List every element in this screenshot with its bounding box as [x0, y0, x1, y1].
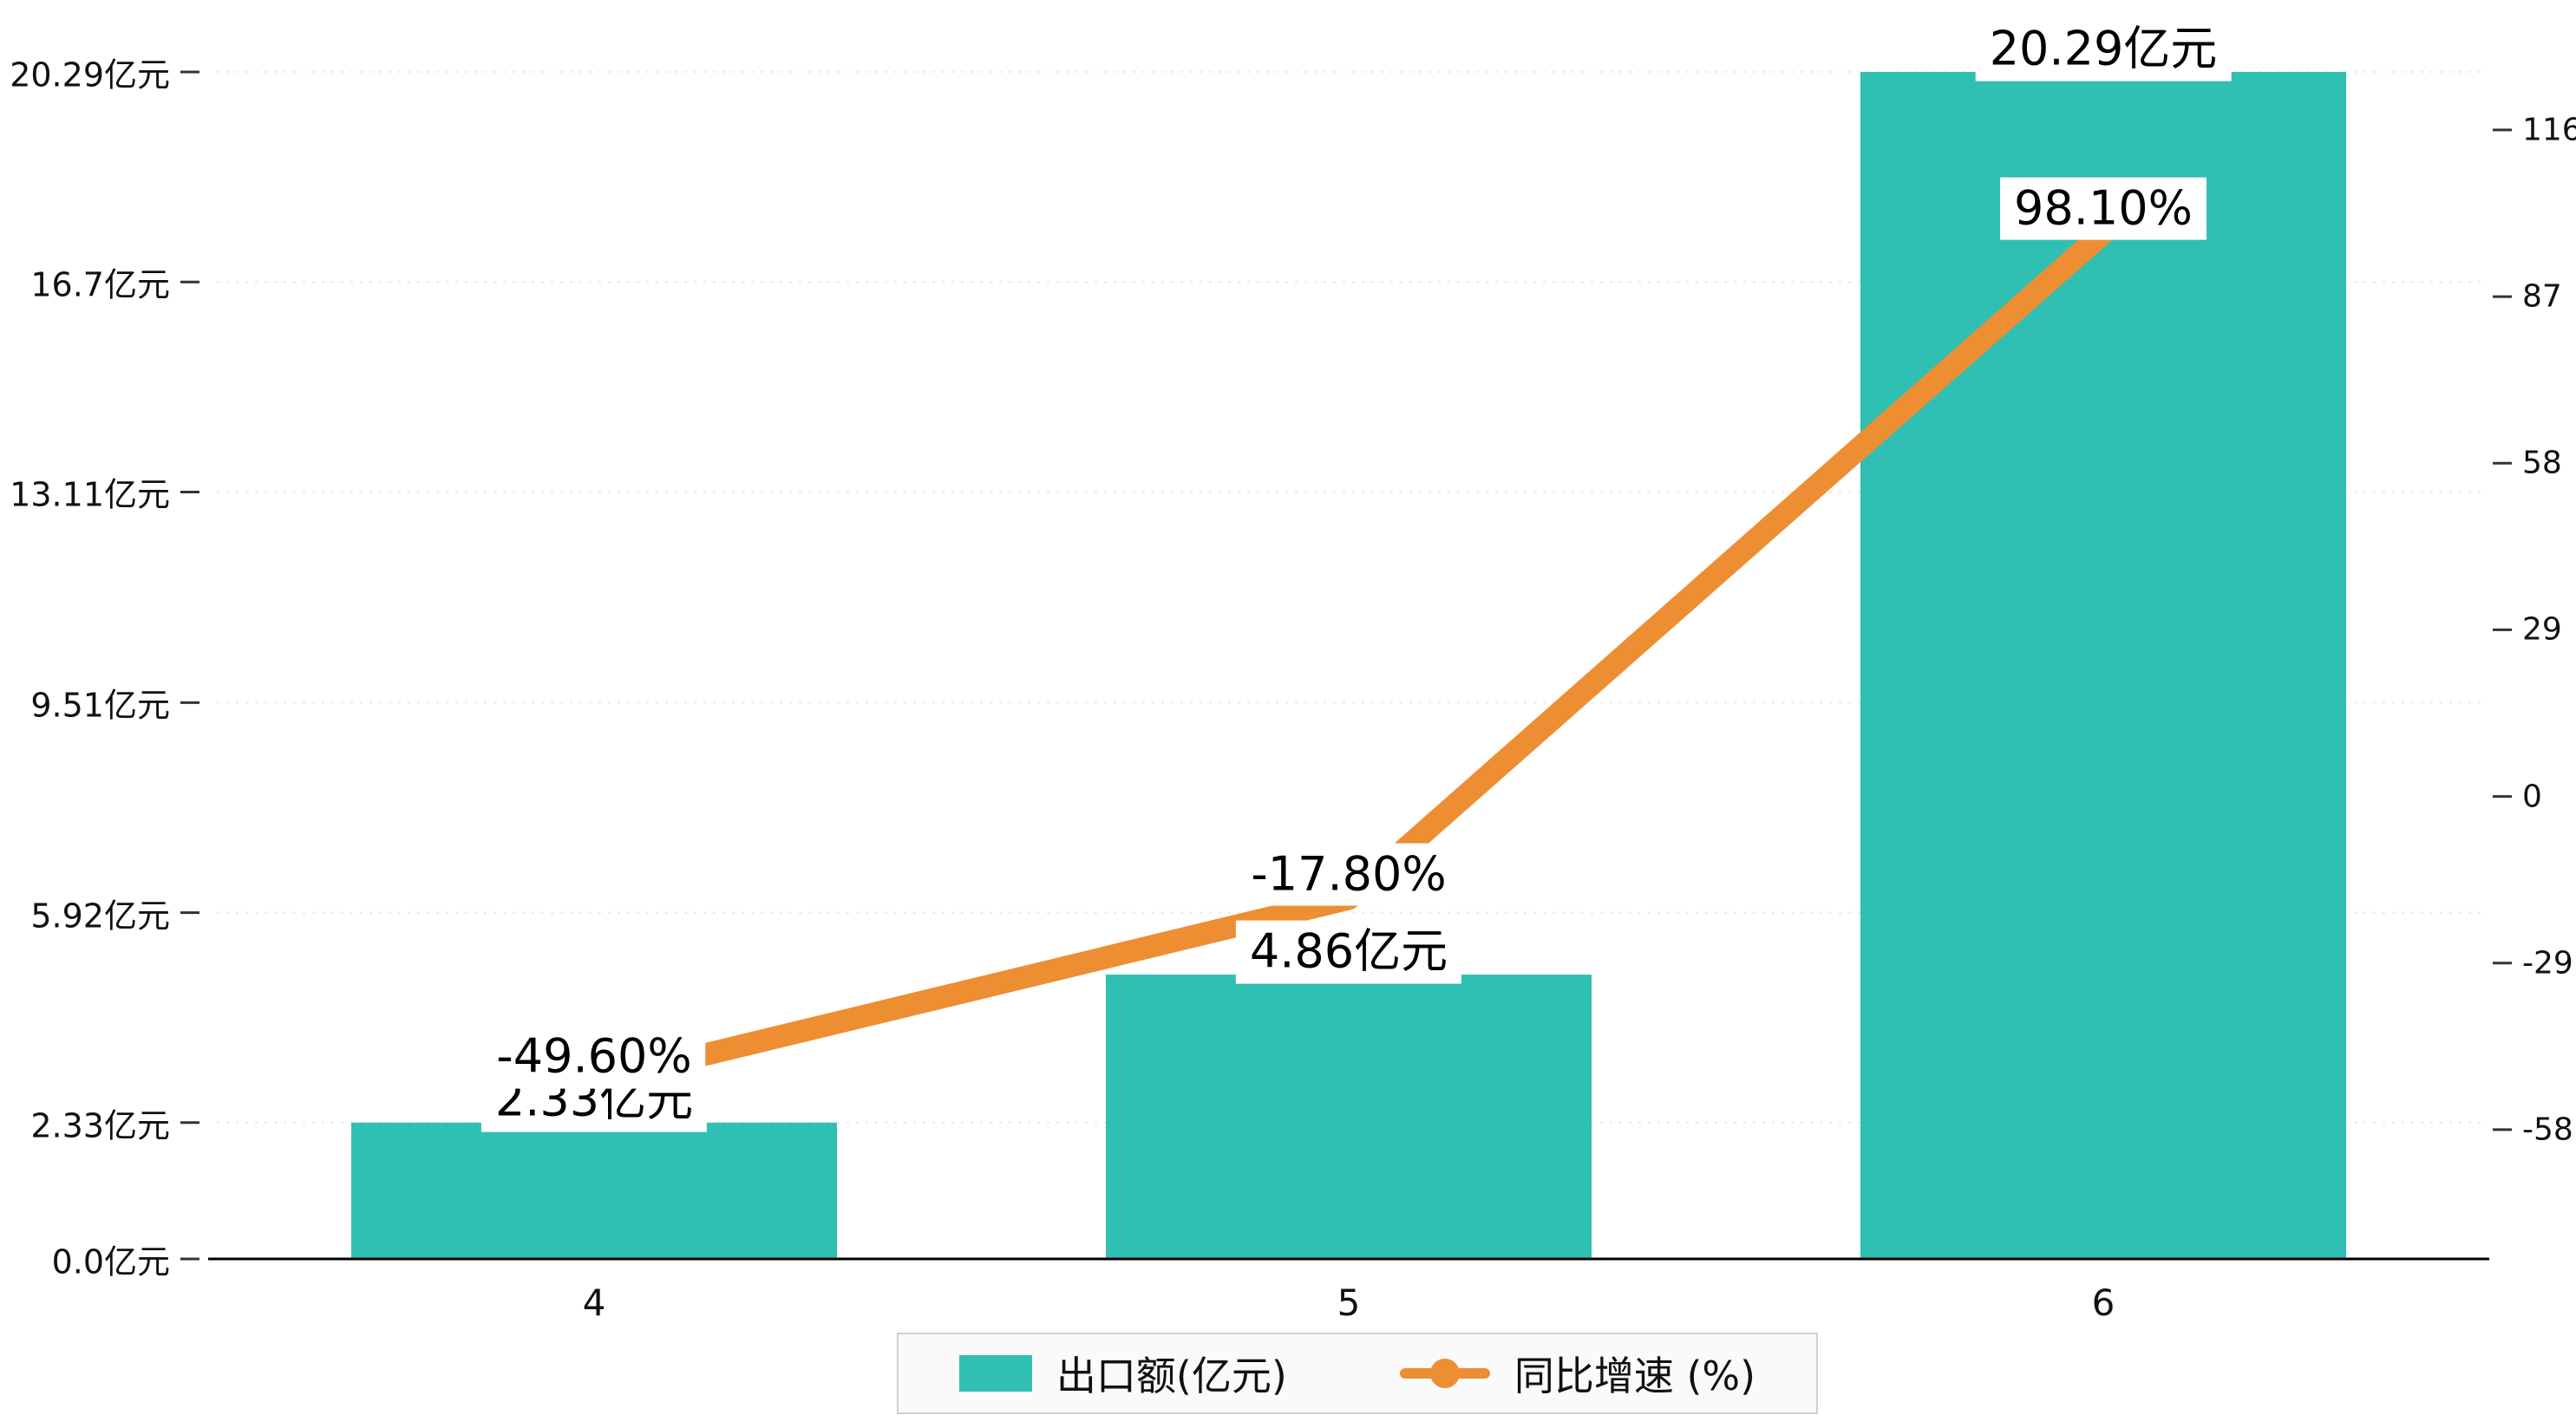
legend-label-export-value: 出口额(亿元)	[1056, 1353, 1287, 1399]
legend-item-growth-rate[interactable]: 同比增速 (%)	[1399, 1345, 1756, 1402]
line-marker-dot-icon	[1429, 1359, 1460, 1388]
line-series-swatch	[1399, 1359, 1490, 1388]
legend-label-growth-rate: 同比增速 (%)	[1514, 1353, 1756, 1399]
bar-month-6	[1860, 72, 2346, 1259]
bar-month-4	[351, 1122, 837, 1259]
bar-series-swatch	[958, 1355, 1032, 1392]
legend-item-export-value[interactable]: 出口额(亿元)	[958, 1345, 1287, 1402]
bar-month-5	[1106, 975, 1592, 1259]
legend: 出口额(亿元) 同比增速 (%)	[896, 1333, 1819, 1414]
